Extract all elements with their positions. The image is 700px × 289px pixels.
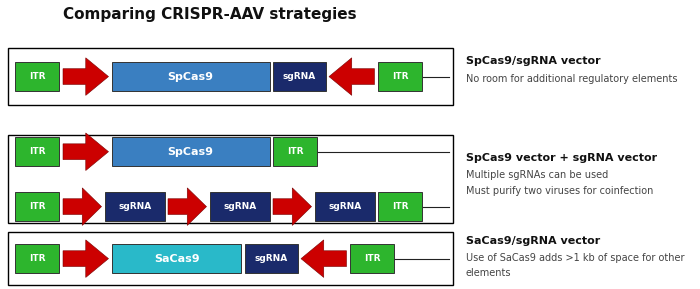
Text: ITR: ITR <box>364 254 380 263</box>
Text: Must purify two viruses for coinfection: Must purify two viruses for coinfection <box>466 186 653 196</box>
Text: No room for additional regulatory elements: No room for additional regulatory elemen… <box>466 75 677 84</box>
Polygon shape <box>301 240 346 277</box>
Text: ITR: ITR <box>392 202 408 211</box>
Text: ITR: ITR <box>287 147 303 156</box>
Text: SpCas9: SpCas9 <box>168 72 214 81</box>
FancyBboxPatch shape <box>273 137 317 166</box>
FancyBboxPatch shape <box>15 137 60 166</box>
Text: SaCas9: SaCas9 <box>154 254 199 264</box>
Polygon shape <box>329 58 375 95</box>
Text: sgRNA: sgRNA <box>223 202 256 211</box>
Text: Comparing CRISPR-AAV strategies: Comparing CRISPR-AAV strategies <box>63 7 357 22</box>
Text: SpCas9: SpCas9 <box>168 147 214 157</box>
FancyBboxPatch shape <box>245 244 298 273</box>
Text: SaCas9/sgRNA vector: SaCas9/sgRNA vector <box>466 236 600 246</box>
Text: Use of SaCas9 adds >1 kb of space for other: Use of SaCas9 adds >1 kb of space for ot… <box>466 253 684 263</box>
FancyBboxPatch shape <box>112 244 241 273</box>
Polygon shape <box>273 188 312 225</box>
Text: ITR: ITR <box>29 147 46 156</box>
FancyBboxPatch shape <box>15 244 60 273</box>
FancyBboxPatch shape <box>112 62 270 91</box>
Text: ITR: ITR <box>392 72 408 81</box>
FancyBboxPatch shape <box>210 192 270 221</box>
Text: SpCas9/sgRNA vector: SpCas9/sgRNA vector <box>466 56 600 66</box>
Text: ITR: ITR <box>29 72 46 81</box>
FancyBboxPatch shape <box>315 192 374 221</box>
FancyBboxPatch shape <box>8 135 453 223</box>
FancyBboxPatch shape <box>112 137 270 166</box>
Polygon shape <box>63 58 108 95</box>
FancyBboxPatch shape <box>273 62 326 91</box>
FancyBboxPatch shape <box>350 244 394 273</box>
FancyBboxPatch shape <box>15 62 60 91</box>
Text: elements: elements <box>466 268 511 277</box>
Polygon shape <box>63 188 102 225</box>
Text: Multiple sgRNAs can be used: Multiple sgRNAs can be used <box>466 170 608 180</box>
FancyBboxPatch shape <box>15 192 60 221</box>
Polygon shape <box>63 133 108 171</box>
Text: sgRNA: sgRNA <box>118 202 151 211</box>
FancyBboxPatch shape <box>8 48 453 105</box>
FancyBboxPatch shape <box>378 62 422 91</box>
Text: sgRNA: sgRNA <box>283 72 316 81</box>
FancyBboxPatch shape <box>105 192 164 221</box>
Text: ITR: ITR <box>29 202 46 211</box>
FancyBboxPatch shape <box>8 232 453 286</box>
Text: sgRNA: sgRNA <box>328 202 361 211</box>
Text: sgRNA: sgRNA <box>255 254 288 263</box>
Polygon shape <box>63 240 108 277</box>
Text: SpCas9 vector + sgRNA vector: SpCas9 vector + sgRNA vector <box>466 153 657 162</box>
FancyBboxPatch shape <box>378 192 422 221</box>
Text: ITR: ITR <box>29 254 46 263</box>
Polygon shape <box>168 188 206 225</box>
